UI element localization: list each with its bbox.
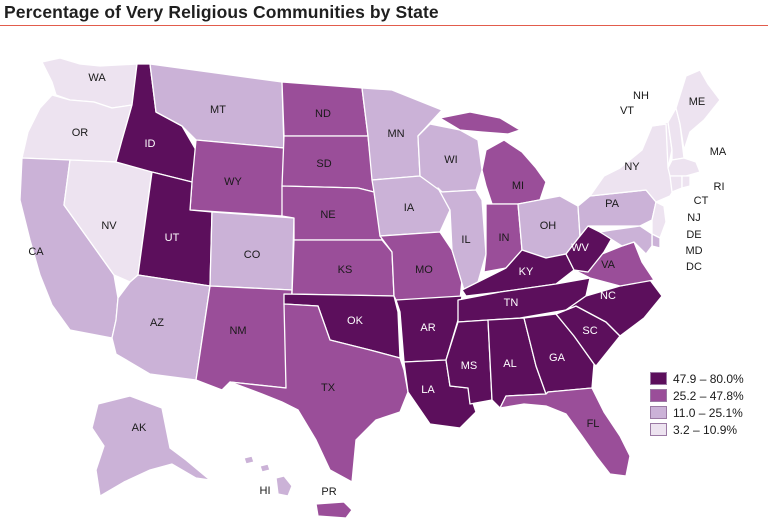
label-CO: CO — [244, 249, 261, 261]
label-IN: IN — [499, 232, 510, 244]
label-AR: AR — [420, 322, 435, 334]
label-GA: GA — [549, 352, 566, 364]
label-TN: TN — [504, 297, 519, 309]
state-NC — [555, 279, 663, 337]
label-NV: NV — [101, 220, 117, 232]
label-DE: DE — [686, 229, 701, 241]
label-MA: MA — [710, 146, 727, 158]
state-VT — [651, 121, 673, 169]
label-SD: SD — [316, 158, 331, 170]
legend-label: 11.0 – 25.1% — [673, 405, 743, 420]
state-FL — [499, 387, 631, 477]
label-MT: MT — [210, 104, 226, 116]
map-legend: 47.9 – 80.0% 25.2 – 47.8% 11.0 – 25.1% 3… — [650, 370, 744, 438]
state-MD — [599, 225, 653, 255]
label-HI: HI — [260, 485, 271, 497]
state-HI — [275, 475, 293, 497]
label-FL: FL — [587, 418, 600, 430]
page-title: Percentage of Very Religious Communities… — [4, 2, 439, 22]
state-ME — [675, 69, 721, 151]
label-KY: KY — [519, 266, 534, 278]
state-AK — [91, 395, 211, 497]
legend-item: 3.2 – 10.9% — [650, 421, 744, 438]
state-MI-up — [439, 111, 521, 135]
label-WI: WI — [444, 154, 457, 166]
label-LA: LA — [421, 384, 435, 396]
label-DC: DC — [686, 261, 702, 273]
legend-label: 47.9 – 80.0% — [673, 371, 744, 386]
legend-label: 3.2 – 10.9% — [673, 422, 738, 437]
state-MI — [481, 139, 547, 205]
title-divider — [0, 25, 768, 26]
legend-item: 25.2 – 47.8% — [650, 387, 744, 404]
label-AL: AL — [503, 358, 516, 370]
label-OR: OR — [72, 127, 89, 139]
label-PA: PA — [605, 198, 620, 210]
label-WV: WV — [571, 242, 589, 254]
label-WY: WY — [224, 176, 242, 188]
legend-label: 25.2 – 47.8% — [673, 388, 744, 403]
state-CT — [669, 175, 683, 193]
label-NY: NY — [624, 161, 640, 173]
label-MD: MD — [685, 245, 702, 257]
label-OK: OK — [347, 315, 364, 327]
legend-swatch — [650, 372, 667, 385]
state-PR — [315, 501, 353, 519]
label-VT: VT — [620, 105, 634, 117]
label-ND: ND — [315, 108, 331, 120]
state-WY — [189, 139, 285, 217]
state-HI-3 — [259, 463, 271, 473]
label-ID: ID — [145, 138, 156, 150]
label-CT: CT — [694, 195, 709, 207]
state-TX — [229, 303, 409, 483]
label-MI: MI — [512, 180, 524, 192]
label-TX: TX — [321, 382, 336, 394]
legend-swatch — [650, 406, 667, 419]
state-RI — [681, 175, 691, 189]
legend-item: 11.0 – 25.1% — [650, 404, 744, 421]
label-RI: RI — [714, 181, 725, 193]
label-MS: MS — [461, 360, 478, 372]
label-CA: CA — [28, 246, 44, 258]
label-KS: KS — [338, 264, 353, 276]
label-NC: NC — [600, 290, 616, 302]
label-MO: MO — [415, 264, 433, 276]
label-NH: NH — [633, 90, 649, 102]
label-PR: PR — [321, 486, 336, 498]
label-AZ: AZ — [150, 317, 164, 329]
label-VA: VA — [601, 259, 616, 271]
label-IA: IA — [404, 202, 415, 214]
state-NM — [195, 285, 293, 391]
state-HI-2 — [243, 455, 255, 465]
label-SC: SC — [582, 325, 597, 337]
label-AK: AK — [132, 422, 147, 434]
label-WA: WA — [88, 72, 106, 84]
label-UT: UT — [165, 232, 180, 244]
label-NE: NE — [320, 209, 335, 221]
label-IL: IL — [461, 234, 470, 246]
label-MN: MN — [387, 128, 404, 140]
legend-swatch — [650, 389, 667, 402]
label-ME: ME — [689, 96, 706, 108]
legend-swatch — [650, 423, 667, 436]
label-OH: OH — [540, 220, 557, 232]
label-NJ: NJ — [687, 212, 700, 224]
legend-item: 47.9 – 80.0% — [650, 370, 744, 387]
state-MA — [667, 157, 701, 177]
label-NM: NM — [229, 325, 246, 337]
